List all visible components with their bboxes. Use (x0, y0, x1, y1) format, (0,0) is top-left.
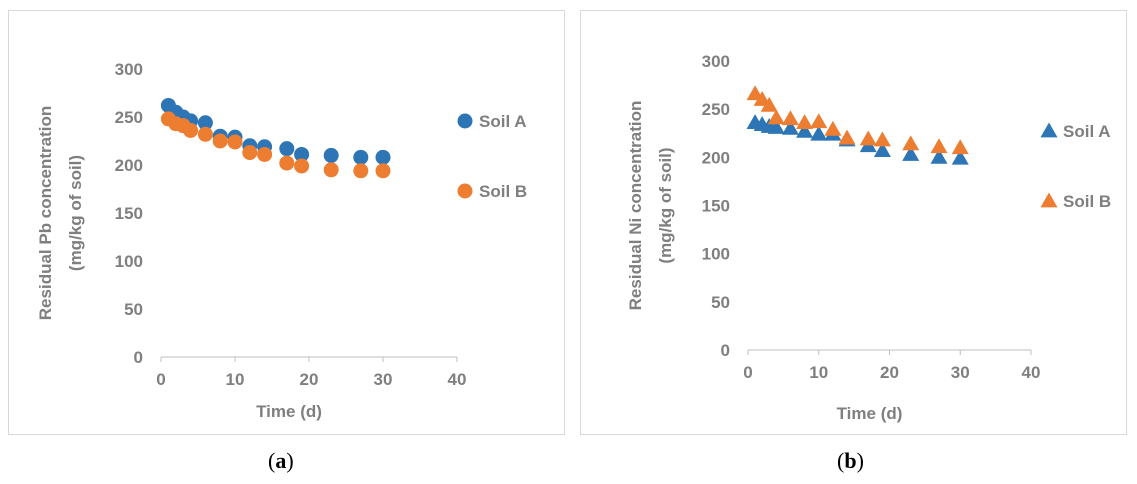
caption-a: (a) (268, 448, 294, 473)
chart-a-x-tick-label: 10 (226, 370, 245, 389)
chart-b-point-soil-b (760, 96, 778, 112)
chart-a-point-soil-b (242, 145, 258, 161)
chart-b-point-soil-a (781, 119, 799, 135)
chart-b-x-tick-label: 0 (743, 363, 752, 382)
caption-b: (b) (837, 448, 864, 473)
chart-a-y-tick-label: 150 (115, 204, 143, 223)
chart-b-x-axis-title: Time (d) (837, 404, 903, 423)
chart-a-point-soil-a (353, 149, 369, 165)
chart-b-svg: 0 10 20 30 40 0 50 100 150 200 250 300 Time (d) Resid… (626, 52, 1111, 423)
chart-b-y-tick-label: 50 (711, 293, 730, 312)
chart-a-y-tick-label: 0 (134, 348, 143, 367)
chart-b-legend-label-soil-a: Soil A (1063, 122, 1111, 141)
chart-a-svg: 0 10 20 30 40 0 50 100 150 200 250 300 Time (d) Resid… (36, 60, 527, 421)
chart-b-x-tick-label: 20 (880, 363, 899, 382)
chart-b-legend-marker-soil-b (1040, 192, 1058, 208)
chart-panel-b: 0 10 20 30 40 0 50 100 150 200 250 300 Time (d) Resid… (580, 10, 1127, 435)
chart-a-y-tick-label: 100 (115, 252, 143, 271)
chart-a-y-tick-label: 200 (115, 156, 143, 175)
chart-a-point-soil-a (279, 141, 295, 157)
chart-b-point-soil-b (902, 135, 920, 151)
chart-b-x-tick-label: 30 (951, 363, 970, 382)
chart-a-point-soil-b (375, 163, 391, 179)
chart-a-x-axis-title: Time (d) (256, 402, 322, 421)
chart-b-point-soil-a (796, 122, 814, 138)
chart-b-point-soil-b (796, 114, 814, 130)
chart-b-legend-marker-soil-a (1040, 122, 1058, 138)
chart-a-point-soil-b (279, 155, 295, 171)
chart-b-point-soil-b (859, 130, 877, 146)
chart-b-point-soil-a (930, 148, 948, 164)
chart-b-point-soil-b (767, 109, 785, 125)
chart-b-x-tick-label: 10 (809, 363, 828, 382)
chart-a-y-tick-label: 300 (115, 60, 143, 79)
chart-a-y-tick-label: 50 (124, 300, 143, 319)
chart-b-point-soil-a (902, 145, 920, 161)
chart-b-y-axis-title-line2: (mg/kg of soil) (656, 147, 675, 263)
chart-b-y-tick-label: 300 (702, 52, 730, 71)
chart-b-point-soil-b (838, 129, 856, 145)
chart-panel-a: 0 10 20 30 40 0 50 100 150 200 250 300 Time (d) Resid… (8, 10, 565, 435)
chart-a-point-soil-b (353, 163, 369, 179)
chart-b-y-axis-title-line1: Residual Ni concentration (626, 101, 645, 311)
chart-a-legend-label-soil-a: Soil A (479, 112, 527, 131)
chart-b-y-tick-label: 100 (702, 245, 730, 264)
chart-a-point-soil-a (197, 115, 213, 131)
chart-b-point-soil-b (873, 131, 891, 147)
chart-a-y-tick-label: 250 (115, 108, 143, 127)
chart-b-y-tick-label: 250 (702, 100, 730, 119)
chart-b-point-soil-b (951, 139, 969, 155)
chart-a-point-soil-b (212, 133, 228, 149)
chart-a-point-soil-b (294, 158, 310, 174)
chart-b-y-tick-label: 0 (721, 341, 730, 360)
chart-b-point-soil-b (930, 138, 948, 154)
chart-a-point-soil-a (375, 149, 391, 165)
chart-a-point-soil-b (257, 146, 273, 162)
chart-b-point-soil-a (810, 125, 828, 141)
chart-a-point-soil-a (323, 147, 339, 163)
chart-b-point-soil-a (873, 142, 891, 157)
chart-a-legend-marker-soil-b (457, 183, 473, 199)
chart-a-x-tick-label: 30 (374, 370, 393, 389)
chart-a-point-soil-b (227, 134, 243, 150)
chart-b-point-soil-a (951, 149, 969, 165)
chart-a-legend-marker-soil-a (457, 113, 473, 129)
chart-a-point-soil-b (197, 126, 213, 142)
chart-b-point-soil-b (824, 120, 842, 136)
chart-a-point-soil-a (294, 146, 310, 162)
chart-b-point-soil-b (810, 113, 828, 129)
chart-b-y-tick-label: 150 (702, 197, 730, 216)
chart-a-legend-label-soil-b: Soil B (479, 182, 527, 201)
chart-a-x-tick-label: 40 (448, 370, 467, 389)
chart-b-point-soil-b (781, 110, 799, 126)
chart-b-legend-label-soil-b: Soil B (1063, 192, 1111, 211)
chart-a-point-soil-b (183, 122, 199, 138)
chart-a-y-axis-title-line2: (mg/kg of soil) (66, 155, 85, 271)
chart-a-y-axis-title-line1: Residual Pb concentration (36, 106, 55, 320)
chart-b-x-tick-label: 40 (1022, 363, 1041, 382)
chart-a-point-soil-b (323, 162, 339, 178)
chart-b-point-soil-a (767, 118, 785, 134)
chart-a-x-tick-label: 20 (300, 370, 319, 389)
chart-b-y-tick-label: 200 (702, 148, 730, 167)
chart-a-x-tick-label: 0 (156, 370, 165, 389)
